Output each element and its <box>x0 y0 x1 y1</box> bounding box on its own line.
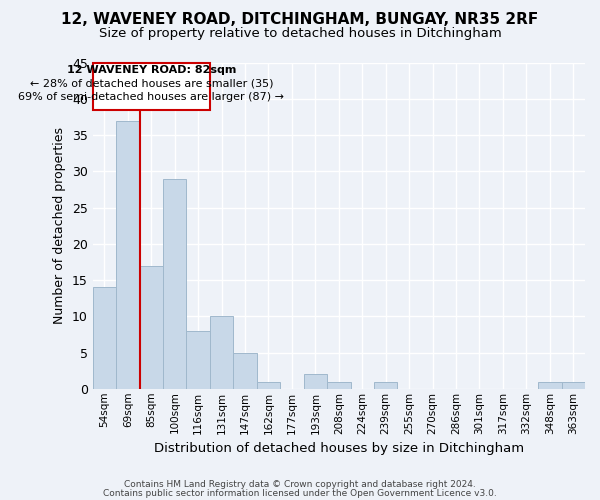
Bar <box>304 374 327 389</box>
Bar <box>374 382 397 389</box>
Text: Contains public sector information licensed under the Open Government Licence v3: Contains public sector information licen… <box>103 488 497 498</box>
FancyBboxPatch shape <box>92 62 210 110</box>
Bar <box>187 331 210 389</box>
Bar <box>92 288 116 389</box>
Text: 12 WAVENEY ROAD: 82sqm: 12 WAVENEY ROAD: 82sqm <box>67 66 236 76</box>
Bar <box>210 316 233 389</box>
Bar <box>140 266 163 389</box>
X-axis label: Distribution of detached houses by size in Ditchingham: Distribution of detached houses by size … <box>154 442 524 455</box>
Bar <box>116 120 140 389</box>
Text: 12, WAVENEY ROAD, DITCHINGHAM, BUNGAY, NR35 2RF: 12, WAVENEY ROAD, DITCHINGHAM, BUNGAY, N… <box>61 12 539 28</box>
Text: Contains HM Land Registry data © Crown copyright and database right 2024.: Contains HM Land Registry data © Crown c… <box>124 480 476 489</box>
Text: 69% of semi-detached houses are larger (87) →: 69% of semi-detached houses are larger (… <box>18 92 284 102</box>
Bar <box>163 178 187 389</box>
Bar <box>538 382 562 389</box>
Bar <box>562 382 585 389</box>
Text: ← 28% of detached houses are smaller (35): ← 28% of detached houses are smaller (35… <box>29 78 273 88</box>
Bar <box>233 352 257 389</box>
Bar <box>327 382 350 389</box>
Bar <box>257 382 280 389</box>
Y-axis label: Number of detached properties: Number of detached properties <box>53 127 67 324</box>
Text: Size of property relative to detached houses in Ditchingham: Size of property relative to detached ho… <box>98 28 502 40</box>
